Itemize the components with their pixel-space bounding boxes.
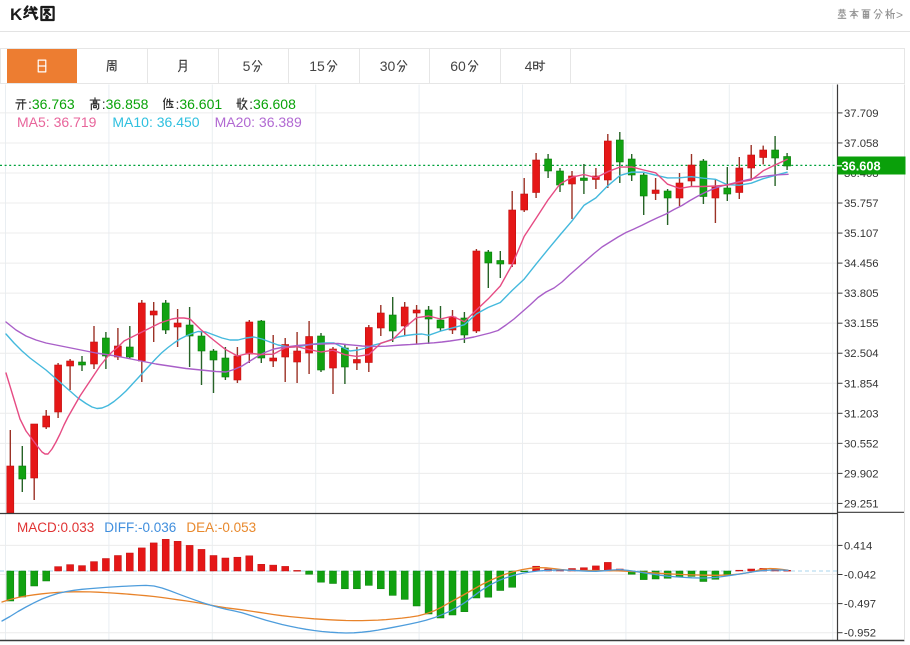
svg-text:29.251: 29.251 [844,498,879,510]
svg-text:-0.952: -0.952 [844,628,876,640]
svg-text:29.902: 29.902 [844,468,879,480]
svg-text:37.058: 37.058 [844,138,879,150]
svg-text:-0.497: -0.497 [844,599,876,611]
svg-text:33.805: 33.805 [844,288,879,300]
svg-text:32.504: 32.504 [844,348,879,360]
svg-text:0.414: 0.414 [844,540,872,552]
svg-text:31.203: 31.203 [844,408,879,420]
svg-text:35.107: 35.107 [844,228,879,240]
svg-text:31.854: 31.854 [844,378,879,390]
svg-text:34.456: 34.456 [844,258,879,270]
svg-text:36.608: 36.608 [842,159,881,174]
svg-text:30.552: 30.552 [844,438,879,450]
svg-text:33.155: 33.155 [844,318,879,330]
svg-text:35.757: 35.757 [844,198,879,210]
svg-text:-0.042: -0.042 [844,570,876,582]
svg-text:37.709: 37.709 [844,108,879,120]
